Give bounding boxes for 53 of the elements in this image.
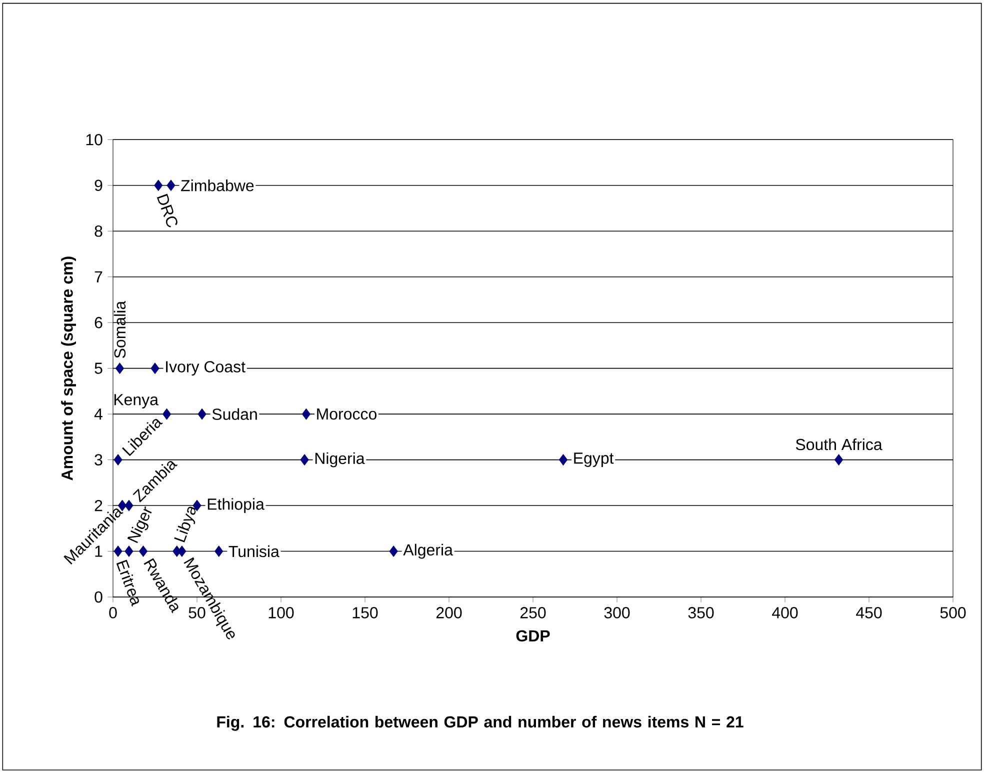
annotation: Nigeria: [315, 452, 365, 468]
annotation: Libya: [174, 506, 198, 542]
annotation: Somalia: [114, 300, 126, 358]
x-tick-label: 350: [688, 607, 714, 618]
y-tick-label: 0: [94, 591, 102, 603]
point: [162, 408, 172, 420]
point: [166, 180, 176, 191]
point: [834, 454, 844, 466]
y-axis-title: Amount of space (square cm): [61, 256, 76, 480]
point: [138, 546, 148, 557]
annotation: Tunisia: [228, 545, 280, 558]
annotation: Ivory Coast: [166, 361, 246, 376]
y-tick-label: 6: [94, 316, 102, 328]
x-tick-label: 400: [772, 607, 798, 618]
y-tick-label: 9: [94, 180, 102, 192]
x-tick-label: 300: [604, 607, 630, 618]
annotation: South Africa: [796, 438, 882, 450]
x-tick-label: 250: [520, 607, 546, 618]
caption: Fig. 16: Correlation between GDP and number of news items N = 21: [217, 716, 744, 731]
annotation: Zimbabwe: [181, 180, 254, 192]
y-tick-label: 10: [86, 134, 102, 146]
point: [558, 454, 568, 466]
y-tick-label: 5: [94, 362, 102, 374]
point: [389, 546, 398, 557]
annotation: Kenya: [114, 394, 158, 408]
annotation: DRC: [156, 194, 178, 228]
x-tick-label: 200: [436, 607, 462, 618]
point: [178, 546, 186, 557]
x-tick-label: 450: [856, 607, 882, 618]
annotation: Sudan: [212, 408, 257, 420]
annotation: Morocco: [317, 408, 376, 420]
point: [150, 362, 160, 374]
point: [302, 408, 310, 420]
y-tick-label: 7: [94, 271, 102, 282]
annotation: Egypt: [574, 452, 614, 467]
x-tick-label: 100: [268, 607, 294, 618]
point: [114, 454, 122, 466]
x-tick-label: 0: [109, 607, 117, 618]
y-tick-label: 4: [94, 408, 102, 420]
y-tick-label: 3: [94, 454, 102, 466]
point: [124, 546, 134, 557]
point: [154, 180, 163, 191]
annotation: Algeria: [403, 544, 453, 559]
point: [115, 362, 124, 374]
x-axis-title: GDP: [516, 630, 550, 642]
annotation: Niger: [127, 506, 152, 544]
x-tick-label: 500: [940, 607, 966, 618]
annotation: Ethiopia: [208, 498, 264, 513]
point: [198, 408, 206, 420]
point: [214, 546, 224, 557]
x-tick-label: 150: [352, 607, 378, 618]
y-tick-label: 8: [94, 225, 102, 237]
point: [300, 454, 309, 466]
